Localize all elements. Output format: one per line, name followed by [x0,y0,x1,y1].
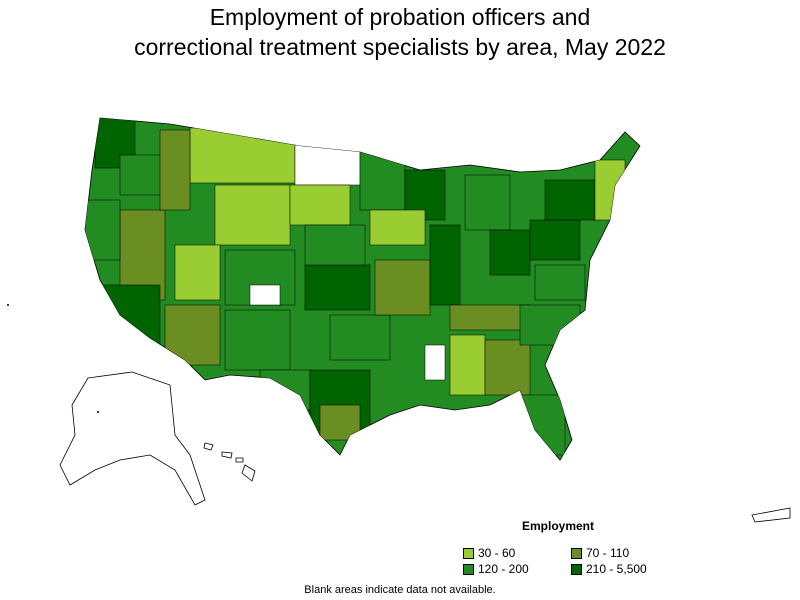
region-california-north [85,199,121,261]
legend-swatch-2 [571,547,582,559]
region-carolinas [519,304,581,346]
region-south-texas [319,404,361,441]
region-west-texas [259,369,311,411]
region-oklahoma [329,314,391,361]
region-arizona [164,304,221,366]
title-line-1: Employment of probation officers and [209,4,591,30]
region-georgia [484,339,531,396]
title-line-2: correctional treatment specialists by ar… [134,34,666,60]
region-utah [174,244,221,301]
region-sd [289,184,351,226]
legend-item-3: 120 - 200 [463,562,529,576]
legend-item-4: 210 - 5,500 [571,562,647,576]
region-mississippi-blank [424,344,446,381]
footnote: Blank areas indicate data not available. [304,584,496,596]
region-tennessee [449,304,531,331]
region-new-york [544,179,596,221]
legend-label-1: 30 - 60 [478,546,516,560]
us-map [7,117,791,523]
region-virginia [534,264,586,301]
region-nebraska [304,224,366,266]
region-or-central [119,154,166,196]
island-dot [7,304,9,306]
region-kansas [304,264,371,311]
region-ohio [489,229,531,276]
region-nd-blank [294,144,361,186]
region-florida [519,394,566,456]
legend-swatch-3 [463,563,474,575]
puerto-rico-shape [751,507,791,523]
chart-title: Employment of probation officers and cor… [0,2,800,62]
region-pennsylvania [529,219,581,261]
region-idaho [159,129,191,211]
region-new-england [594,159,626,221]
region-iowa [369,209,426,246]
region-illinois [429,224,461,306]
legend-title: Employment [522,519,595,533]
region-colorado-blank [249,284,281,306]
island-dot [97,411,99,413]
hawaii-shape [203,442,256,482]
legend-item-2: 70 - 110 [571,546,629,560]
region-california-south [99,284,161,346]
region-missouri [374,259,431,316]
legend-swatch-1 [463,547,474,559]
region-minnesota [359,149,406,211]
legend-item-1: 30 - 60 [463,546,515,560]
region-new-mexico [224,309,291,371]
region-alabama [449,334,486,396]
legend-label-4: 210 - 5,500 [586,562,647,576]
legend-label-2: 70 - 110 [586,546,630,560]
alaska-shape [59,371,206,506]
legend-label-3: 120 - 200 [478,562,529,576]
legend-swatch-4 [571,563,582,575]
region-michigan [464,174,511,231]
region-wyoming [214,184,291,246]
